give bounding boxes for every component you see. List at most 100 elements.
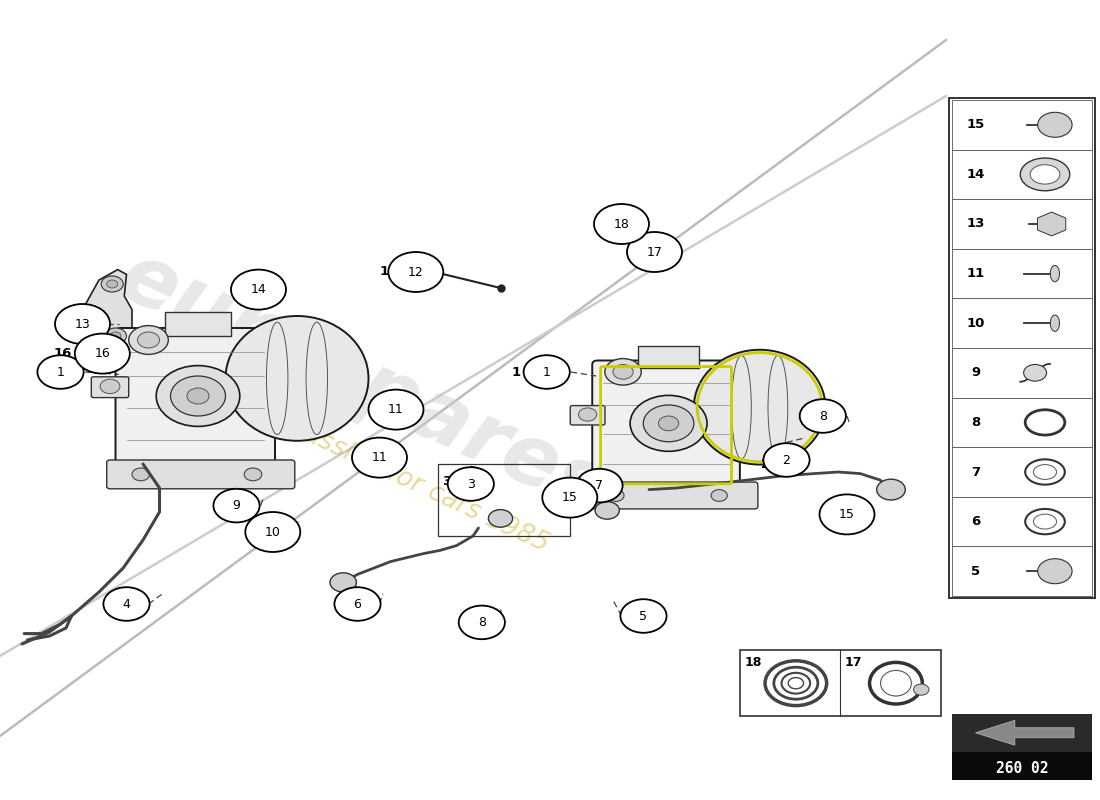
- Circle shape: [352, 438, 407, 478]
- Circle shape: [448, 467, 494, 501]
- Text: 11: 11: [388, 403, 404, 416]
- Circle shape: [1037, 558, 1072, 584]
- Text: 10: 10: [967, 317, 984, 330]
- Text: 11: 11: [372, 451, 387, 464]
- Circle shape: [659, 416, 679, 430]
- Bar: [952, 398, 1092, 447]
- Circle shape: [877, 479, 905, 500]
- FancyBboxPatch shape: [592, 361, 740, 490]
- Bar: [952, 447, 1092, 497]
- Circle shape: [110, 332, 121, 340]
- Bar: [952, 497, 1092, 546]
- Bar: [949, 98, 1094, 598]
- Circle shape: [524, 355, 570, 389]
- Bar: [952, 249, 1092, 298]
- Ellipse shape: [226, 316, 368, 441]
- Bar: [952, 298, 1092, 348]
- Circle shape: [231, 270, 286, 310]
- Circle shape: [213, 489, 260, 522]
- Text: 3: 3: [442, 475, 451, 488]
- Polygon shape: [82, 270, 132, 350]
- Text: 18: 18: [614, 218, 629, 230]
- Ellipse shape: [1050, 315, 1059, 331]
- Polygon shape: [976, 720, 1074, 746]
- FancyBboxPatch shape: [584, 482, 758, 509]
- Circle shape: [245, 512, 300, 552]
- Text: 13: 13: [75, 318, 90, 330]
- Text: 10: 10: [265, 526, 280, 538]
- Circle shape: [763, 443, 810, 477]
- Circle shape: [368, 390, 424, 430]
- Bar: [952, 199, 1092, 249]
- Text: eurospares: eurospares: [107, 236, 619, 532]
- Circle shape: [595, 502, 619, 519]
- Bar: [952, 546, 1092, 596]
- Ellipse shape: [1050, 266, 1059, 282]
- Ellipse shape: [694, 350, 825, 465]
- Circle shape: [75, 334, 130, 374]
- Circle shape: [103, 587, 150, 621]
- FancyBboxPatch shape: [91, 377, 129, 398]
- Bar: [438, 464, 570, 536]
- Circle shape: [627, 232, 682, 272]
- Circle shape: [711, 490, 727, 502]
- Ellipse shape: [1021, 158, 1069, 190]
- Bar: [952, 714, 1092, 753]
- Circle shape: [608, 490, 624, 502]
- Text: 12: 12: [379, 265, 398, 278]
- Text: a passion for cars 1985: a passion for cars 1985: [262, 403, 552, 557]
- Text: 1: 1: [512, 366, 520, 378]
- Circle shape: [101, 276, 123, 292]
- Circle shape: [605, 358, 641, 385]
- Text: 3: 3: [466, 478, 475, 490]
- Circle shape: [542, 478, 597, 518]
- Text: 11: 11: [967, 267, 984, 280]
- Ellipse shape: [1031, 165, 1059, 184]
- Text: 13: 13: [967, 218, 984, 230]
- Circle shape: [579, 408, 596, 421]
- Text: 17: 17: [845, 656, 862, 669]
- Circle shape: [488, 510, 513, 527]
- Text: 4: 4: [122, 598, 131, 610]
- Circle shape: [37, 355, 84, 389]
- Text: 260 02: 260 02: [996, 761, 1048, 776]
- Circle shape: [334, 587, 381, 621]
- Text: 17: 17: [647, 246, 662, 258]
- Circle shape: [1037, 112, 1072, 138]
- Circle shape: [187, 388, 209, 404]
- Circle shape: [100, 379, 120, 394]
- Circle shape: [800, 399, 846, 433]
- Circle shape: [104, 328, 126, 344]
- Text: 12: 12: [408, 266, 424, 278]
- Bar: [952, 150, 1092, 199]
- Text: 6: 6: [353, 598, 362, 610]
- FancyBboxPatch shape: [116, 328, 275, 468]
- Text: 1: 1: [56, 366, 65, 378]
- Text: 5: 5: [971, 565, 980, 578]
- Circle shape: [913, 684, 928, 695]
- Bar: [952, 348, 1092, 398]
- Text: 1: 1: [542, 366, 551, 378]
- Bar: [638, 346, 698, 368]
- FancyBboxPatch shape: [107, 460, 295, 489]
- Circle shape: [55, 304, 110, 344]
- Circle shape: [138, 332, 160, 348]
- Circle shape: [388, 252, 443, 292]
- Text: 2: 2: [761, 458, 770, 470]
- Circle shape: [820, 494, 874, 534]
- FancyBboxPatch shape: [570, 406, 605, 425]
- Text: 18: 18: [745, 656, 762, 669]
- Bar: [740, 650, 940, 716]
- Circle shape: [156, 366, 240, 426]
- Text: 16: 16: [95, 347, 110, 360]
- Circle shape: [594, 204, 649, 244]
- Circle shape: [620, 599, 667, 633]
- Text: 9: 9: [971, 366, 980, 379]
- Text: 8: 8: [971, 416, 980, 429]
- Text: 15: 15: [839, 508, 855, 521]
- Circle shape: [107, 280, 118, 288]
- Text: 1: 1: [39, 366, 47, 378]
- Text: 15: 15: [967, 118, 984, 131]
- Text: 8: 8: [818, 410, 827, 422]
- Circle shape: [244, 468, 262, 481]
